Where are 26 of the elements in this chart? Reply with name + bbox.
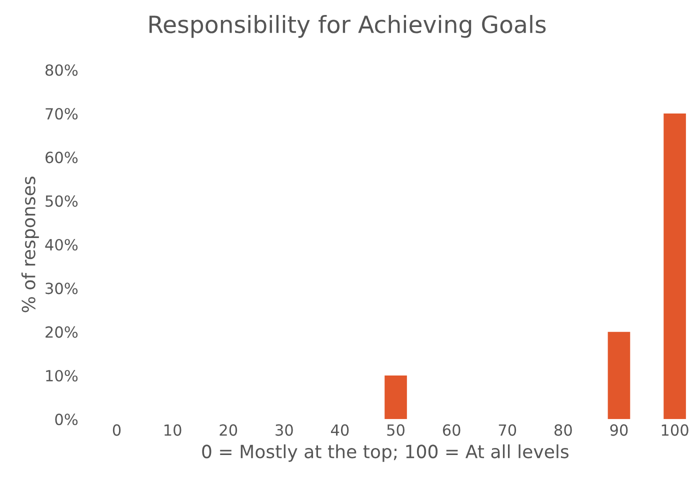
x-tick-label: 40 (330, 424, 349, 436)
bar (384, 376, 407, 420)
y-tick-label: 80% (46, 64, 78, 76)
y-tick-label: 10% (46, 370, 78, 382)
bar (664, 114, 686, 420)
x-tick-label: 0 (112, 424, 121, 436)
x-tick-label: 50 (387, 424, 404, 436)
y-tick-label: 70% (46, 108, 78, 120)
x-tick-label: 60 (442, 424, 460, 436)
y-tick-label: 50% (46, 195, 78, 207)
bar (608, 332, 630, 420)
x-tick-label: 80 (554, 424, 572, 436)
x-axis-title: 0 = Mostly at the top; 100 = At all levels (202, 444, 568, 462)
y-axis-title: % of responses (21, 176, 39, 312)
y-tick-label: 0% (55, 414, 78, 426)
y-tick-label: 60% (46, 152, 78, 164)
x-tick-label: 30 (276, 424, 293, 436)
y-tick-label: 40% (45, 238, 78, 251)
x-tick-label: 70 (498, 424, 516, 436)
x-tick-label: 10 (164, 424, 182, 436)
y-tick-label: 30% (46, 282, 78, 294)
chart-title: Responsibility for Achieving Goals (150, 14, 546, 38)
x-tick-label: 20 (220, 424, 238, 436)
x-tick-label: 100 (662, 424, 688, 436)
x-tick-label: 90 (610, 424, 628, 436)
y-tick-label: 20% (46, 326, 78, 338)
